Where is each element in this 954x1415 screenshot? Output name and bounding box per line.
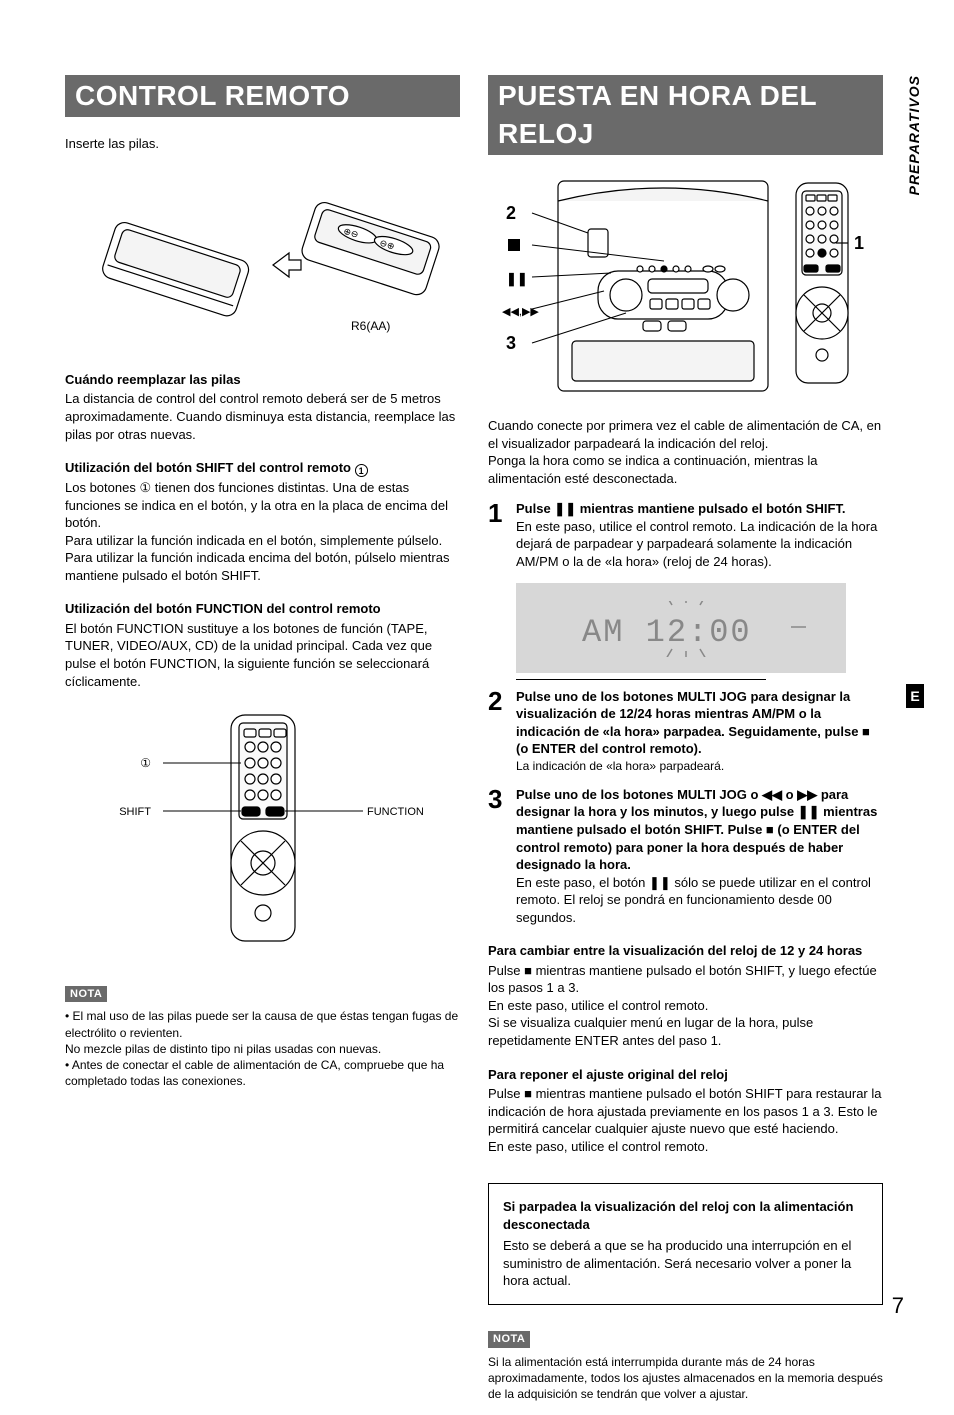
step-3: 3 Pulse uno de los botones MULTI JOG o ◀… [488,786,883,926]
nota-body-left: • El mal uso de las pilas puede ser la c… [65,1008,460,1089]
lcd-display: AM 12:00 [516,583,846,673]
body-function: El botón FUNCTION sustituye a los botone… [65,620,460,690]
step-3-body: En este paso, el botón ❚❚ sólo se puede … [516,874,883,927]
nota-badge-left: NOTA [65,986,107,1003]
nota-body-right: Si la alimentación está interrumpida dur… [488,1354,883,1403]
figure-remote-batteries: ⊕⊖ ⊖⊕ R6(AA) [65,170,460,355]
head-reset-clock: Para reponer el ajuste original del relo… [488,1066,883,1084]
svg-text:◀◀,▶▶: ◀◀,▶▶ [502,306,539,318]
box-head: Si parpadea la visualización del reloj c… [503,1198,868,1233]
right-column: PUESTA EN HORA DEL RELOJ [488,75,883,1415]
circled-1-icon: 1 [355,464,368,477]
body-shift: Los botones ① tienen dos funciones disti… [65,479,460,584]
step-1: 1 Pulse ❚❚ mientras mantiene pulsado el … [488,500,883,570]
svg-text:3: 3 [506,333,516,353]
body-reset-clock: Pulse ■ mientras mantiene pulsado el bot… [488,1085,883,1155]
head-shift: Utilización del botón SHIFT del control … [65,459,460,477]
nota-badge-right: NOTA [488,1331,530,1348]
svg-text:1: 1 [854,233,864,253]
intro-right: Cuando conecte por primera vez el cable … [488,417,883,487]
step-2-number: 2 [488,688,506,714]
head-when-replace: Cuándo reemplazar las pilas [65,371,460,389]
step-2-body2: La indicación de «la hora» parpadeará. [516,758,883,774]
step-3-number: 3 [488,786,506,812]
step-2: 2 Pulse uno de los botones MULTI JOG par… [488,688,883,774]
step-3-head: Pulse uno de los botones MULTI JOG o ◀◀ … [516,786,883,874]
figure-stereo-remote: 2 ❚❚ ◀◀,▶▶ 3 1 [488,173,883,408]
body-switch-clock: Pulse ■ mientras mantiene pulsado el bot… [488,962,883,1050]
box-body: Esto se deberá a que se ha producido una… [503,1237,868,1290]
svg-text:SHIFT: SHIFT [119,806,151,818]
display-underline [516,679,766,680]
svg-text:FUNCTION: FUNCTION [367,806,423,818]
side-tab-preparativos: PREPARATIVOS [905,75,924,195]
step-1-head: Pulse ❚❚ mientras mantiene pulsado el bo… [516,500,883,518]
head-switch-clock: Para cambiar entre la visualización del … [488,942,883,960]
svg-text:①: ① [140,756,151,770]
head-function: Utilización del botón FUNCTION del contr… [65,600,460,618]
intro-insert-batteries: Inserte las pilas. [65,135,460,153]
step-1-number: 1 [488,500,506,526]
step-2-head: Pulse uno de los botones MULTI JOG para … [516,688,883,758]
battery-caption: R6(AA) [351,319,390,333]
figure-remote-labeled: ① SHIFT FUNCTION [65,703,460,958]
side-tab-e: E [906,684,924,708]
title-puesta-hora: PUESTA EN HORA DEL RELOJ [488,75,883,155]
page-number: 7 [892,1291,904,1321]
body-when-replace: La distancia de control del control remo… [65,390,460,443]
svg-text:2: 2 [506,203,516,223]
svg-text:❚❚: ❚❚ [506,271,528,287]
title-control-remoto: CONTROL REMOTO [65,75,460,117]
left-column: CONTROL REMOTO Inserte las pilas. [65,75,460,1415]
box-clock-blink: Si parpadea la visualización del reloj c… [488,1183,883,1305]
step-1-body: En este paso, utilice el control remoto.… [516,518,883,571]
svg-text:AM 12:00: AM 12:00 [582,614,752,651]
